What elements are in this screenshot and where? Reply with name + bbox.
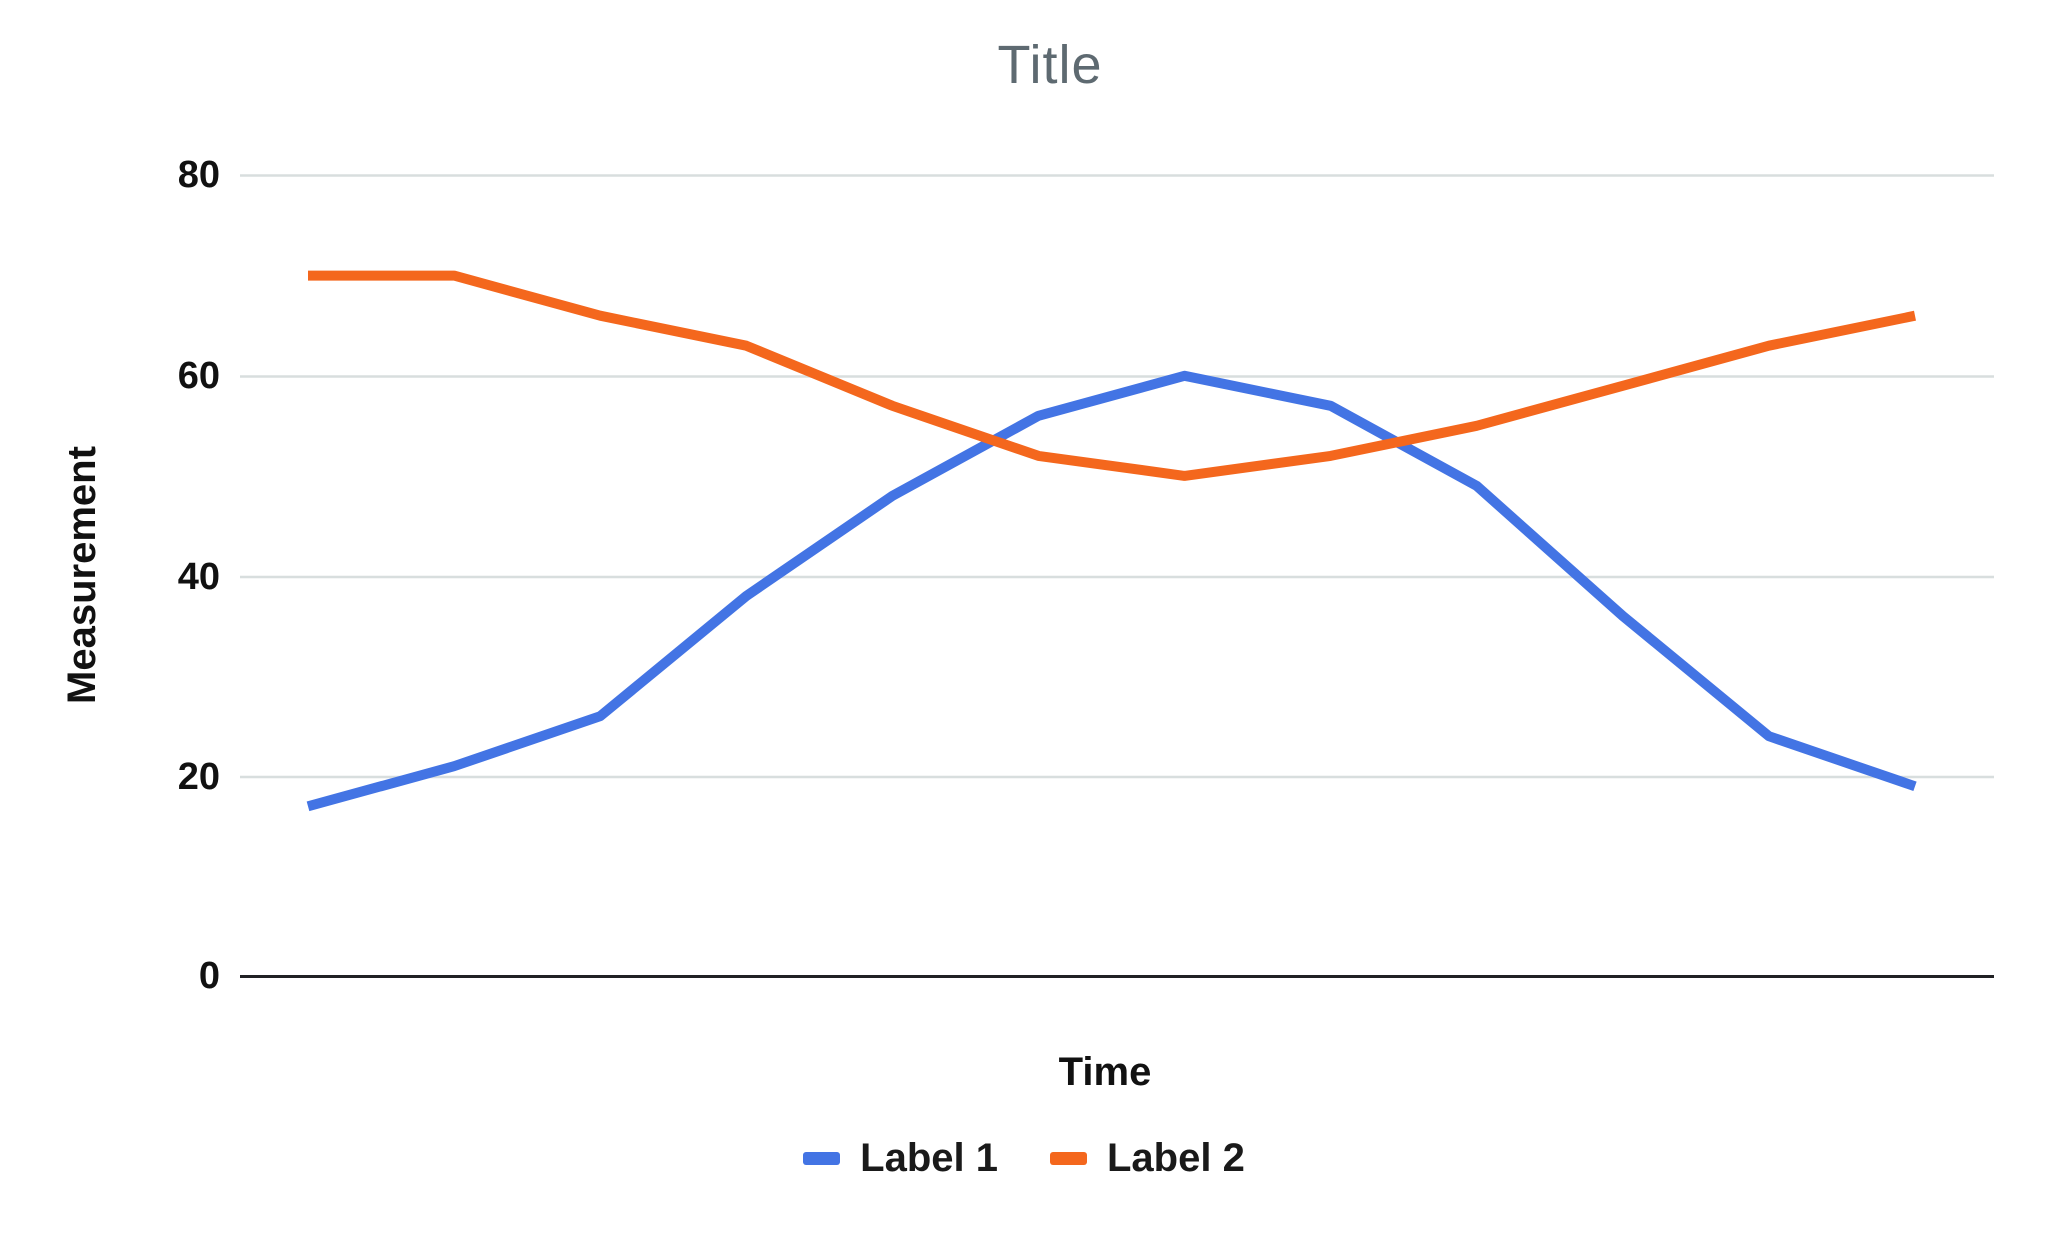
legend-swatch-series-2: [1050, 1151, 1087, 1165]
legend-item-label-1: Label 1: [803, 1132, 998, 1184]
y-tick-label-40: 40: [177, 556, 220, 598]
y-tick-label-0: 0: [198, 955, 220, 997]
y-tick-label-60: 60: [177, 355, 220, 397]
legend-swatch-series-1: [803, 1151, 841, 1165]
series-line-2: [308, 270, 1917, 481]
x-axis-title: Time: [1058, 1050, 1152, 1094]
legend-item-label-2: Label 2: [1050, 1132, 1245, 1184]
y-tick-label-80: 80: [177, 154, 220, 196]
y-axis-title: Measurement: [60, 446, 104, 704]
y-tick-label-20: 20: [177, 756, 220, 798]
series-lines: [306, 270, 1917, 812]
chart-title: Title: [997, 35, 1103, 95]
legend-label-series-1: Label 1: [860, 1136, 998, 1180]
series-line-1: [306, 370, 1917, 812]
horizontal-gridlines: [240, 174, 1994, 779]
legend-label-series-2: Label 2: [1107, 1136, 1245, 1180]
legend: Label 1 Label 2: [0, 1128, 2048, 1188]
